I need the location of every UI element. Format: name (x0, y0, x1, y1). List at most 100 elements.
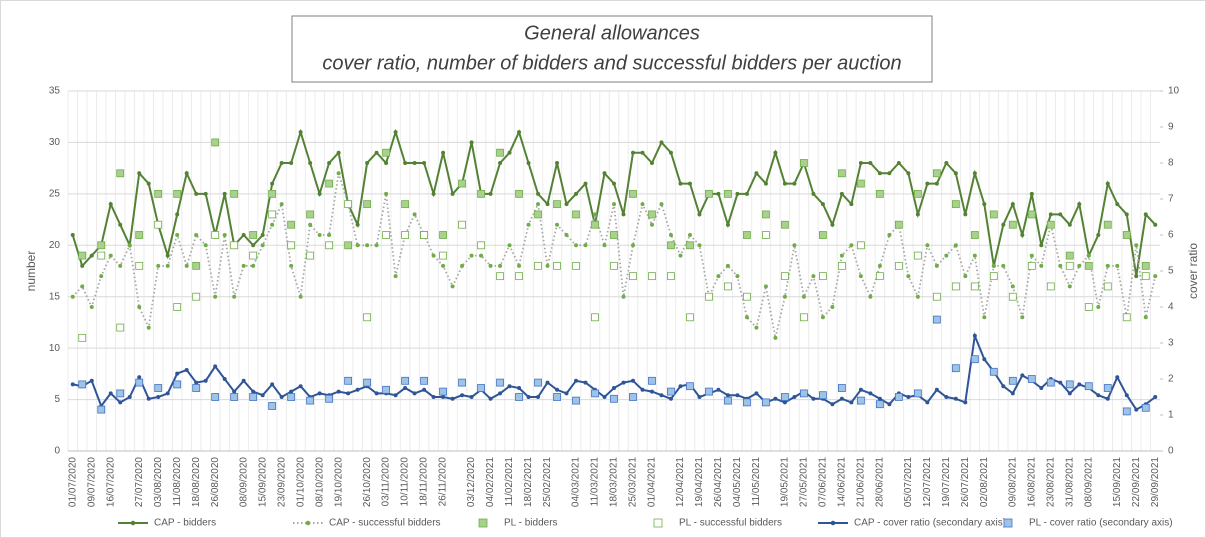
data-point (925, 243, 930, 248)
data-point (496, 272, 504, 281)
data-point (439, 231, 447, 239)
x-tick-label: 18/02/2021 (523, 457, 534, 507)
data-point (363, 313, 372, 322)
data-point (1143, 315, 1148, 320)
data-point (1065, 251, 1074, 260)
data-point (621, 294, 626, 299)
data-point (972, 171, 977, 176)
data-point (819, 272, 827, 281)
data-point (678, 384, 683, 389)
data-point (118, 400, 123, 405)
data-point (289, 263, 294, 268)
data-point (534, 378, 542, 387)
data-point (325, 241, 334, 250)
data-point (89, 253, 94, 258)
data-point (175, 371, 180, 376)
x-tick-label: 23/08/2021 (1045, 457, 1056, 507)
data-point (460, 263, 465, 268)
data-point (156, 263, 161, 268)
data-point (477, 189, 485, 198)
data-point (932, 169, 941, 178)
data-point (944, 395, 949, 399)
data-point (384, 191, 389, 196)
data-point (875, 400, 884, 409)
data-point (194, 380, 199, 385)
data-point (1141, 403, 1150, 412)
data-point (1046, 378, 1055, 387)
data-point (1046, 220, 1055, 229)
data-point (450, 191, 455, 196)
data-point (374, 243, 379, 248)
data-point (1105, 263, 1110, 268)
data-point (982, 315, 987, 320)
data-point (1020, 373, 1025, 378)
data-point (953, 171, 958, 176)
data-point (773, 335, 778, 340)
x-tick-label: 27/07/2020 (134, 457, 145, 507)
x-tick-label: 01/10/2020 (295, 457, 306, 507)
data-point (469, 395, 474, 399)
data-point (951, 282, 960, 291)
data-point (574, 378, 579, 383)
data-point (194, 191, 199, 196)
data-point (458, 220, 466, 229)
data-point (894, 261, 903, 270)
x-tick-label: 01/04/2021 (647, 457, 658, 507)
data-point (944, 161, 949, 165)
x-tick-label: 26/04/2021 (713, 457, 724, 507)
data-point (127, 243, 132, 248)
data-point (743, 398, 751, 407)
data-point (583, 380, 588, 385)
x-tick-label: 16/07/2020 (105, 457, 116, 507)
data-point (763, 284, 768, 289)
data-point (574, 243, 579, 248)
data-point (649, 389, 654, 394)
x-tick-label: 22/09/2021 (1131, 457, 1142, 507)
data-point (116, 389, 125, 398)
data-point (137, 171, 142, 176)
data-point (211, 231, 220, 239)
data-point (648, 376, 656, 385)
data-point (401, 231, 409, 239)
data-point (279, 395, 284, 399)
data-point (458, 378, 466, 387)
data-point (241, 378, 246, 383)
data-point (820, 202, 825, 207)
data-point (545, 202, 550, 207)
data-point (458, 179, 466, 188)
legend-marker (478, 518, 488, 528)
data-point (251, 389, 256, 394)
data-point (837, 169, 846, 178)
x-tick-label: 29/09/2021 (1150, 457, 1161, 507)
data-point (526, 161, 531, 165)
data-point (913, 189, 922, 198)
data-point (403, 161, 408, 165)
data-point (268, 402, 277, 410)
data-point (572, 261, 580, 270)
data-point (116, 169, 125, 178)
data-point (612, 386, 616, 390)
data-point (1058, 263, 1063, 268)
data-point (165, 253, 170, 258)
data-point (1115, 202, 1120, 207)
data-point (819, 391, 827, 400)
data-point (298, 130, 303, 135)
data-point (1096, 305, 1101, 309)
data-point (137, 305, 142, 309)
data-point (517, 263, 522, 268)
data-point (781, 393, 789, 401)
data-point (915, 212, 920, 217)
data-point (374, 150, 379, 155)
data-point (498, 391, 503, 396)
data-point (1001, 222, 1006, 227)
data-point (1084, 261, 1093, 270)
y-tick-label: 5 (54, 394, 60, 405)
data-point (583, 243, 588, 248)
data-point (336, 171, 341, 176)
data-point (697, 395, 702, 399)
x-tick-label: 31/08/2021 (1064, 457, 1075, 507)
data-point (382, 148, 391, 157)
data-point (268, 210, 277, 219)
data-point (441, 150, 446, 155)
